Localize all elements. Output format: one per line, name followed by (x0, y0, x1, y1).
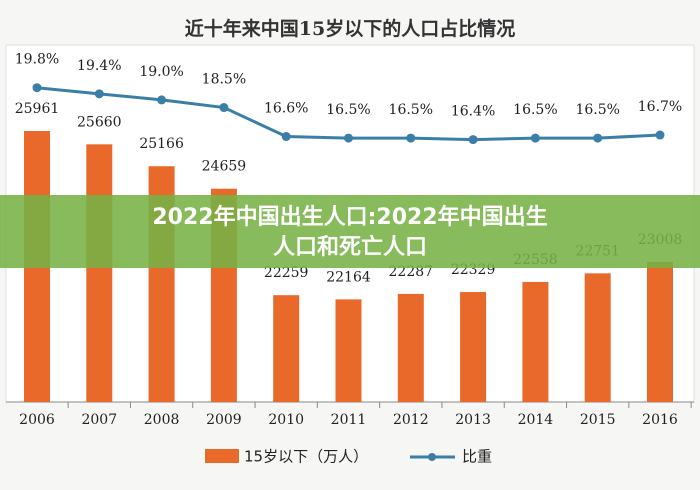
data-label: 16.4% (451, 104, 495, 120)
legend-label: 15岁以下（万人） (244, 448, 368, 466)
bar (522, 281, 549, 402)
x-tick-label: 2015 (580, 412, 616, 428)
bar (584, 273, 611, 402)
data-label: 24659 (202, 159, 247, 175)
x-tick-label: 2016 (642, 412, 678, 428)
point (468, 135, 478, 145)
banner (0, 195, 700, 268)
legend-label: 比重 (462, 448, 492, 466)
data-label: 16.5% (575, 102, 619, 118)
legend-swatch (428, 453, 436, 461)
legend-swatch (205, 449, 239, 463)
x-tick-label: 2006 (19, 412, 55, 428)
point (344, 133, 353, 143)
x-tick-label: 2007 (81, 412, 117, 428)
bar (397, 293, 424, 402)
x-tick-label: 2010 (268, 412, 304, 428)
data-label: 25961 (15, 101, 60, 117)
x-tick-label: 2009 (206, 412, 242, 428)
bar (86, 144, 113, 403)
bar (460, 292, 487, 402)
data-label: 16.5% (326, 102, 370, 118)
banner-text: 人口和死亡人口 (273, 234, 427, 260)
point (32, 83, 42, 93)
data-label: 19.0% (139, 64, 183, 80)
data-label: 25166 (139, 136, 184, 152)
x-tick-label: 2014 (518, 412, 554, 428)
data-label: 16.6% (264, 101, 308, 117)
x-tick-label: 2013 (455, 412, 491, 428)
point (406, 133, 416, 143)
point (593, 133, 603, 143)
point (219, 103, 229, 113)
point (281, 132, 291, 142)
point (94, 89, 104, 99)
point (655, 130, 665, 140)
bar (273, 295, 300, 402)
data-label: 19.8% (15, 52, 59, 68)
chart-title: 近十年来中国15岁以下的人口占比情况 (185, 17, 515, 40)
bar (647, 261, 673, 402)
point (157, 95, 167, 105)
point (530, 133, 540, 143)
data-label: 22164 (326, 269, 371, 285)
bar (335, 299, 362, 402)
data-label: 25660 (77, 114, 122, 130)
marks: 2006 2007 2008 2009 2010 2011 2012 2013 2014 2015… (15, 52, 692, 428)
legend: 15岁以下（万人） 比重 (205, 448, 492, 466)
data-label: 16.5% (513, 102, 557, 118)
x-tick-label: 2008 (144, 412, 180, 428)
x-tick-label: 2012 (393, 412, 429, 428)
data-label: 22259 (264, 265, 309, 281)
data-label: 19.4% (77, 58, 121, 74)
data-label: 16.7% (638, 99, 682, 115)
banner-text: 2022年中国出生人口:2022年中国出生 (152, 204, 547, 230)
x-tick-label: 2011 (331, 412, 367, 428)
data-label: 18.5% (202, 72, 246, 88)
data-label: 16.5% (389, 102, 433, 118)
